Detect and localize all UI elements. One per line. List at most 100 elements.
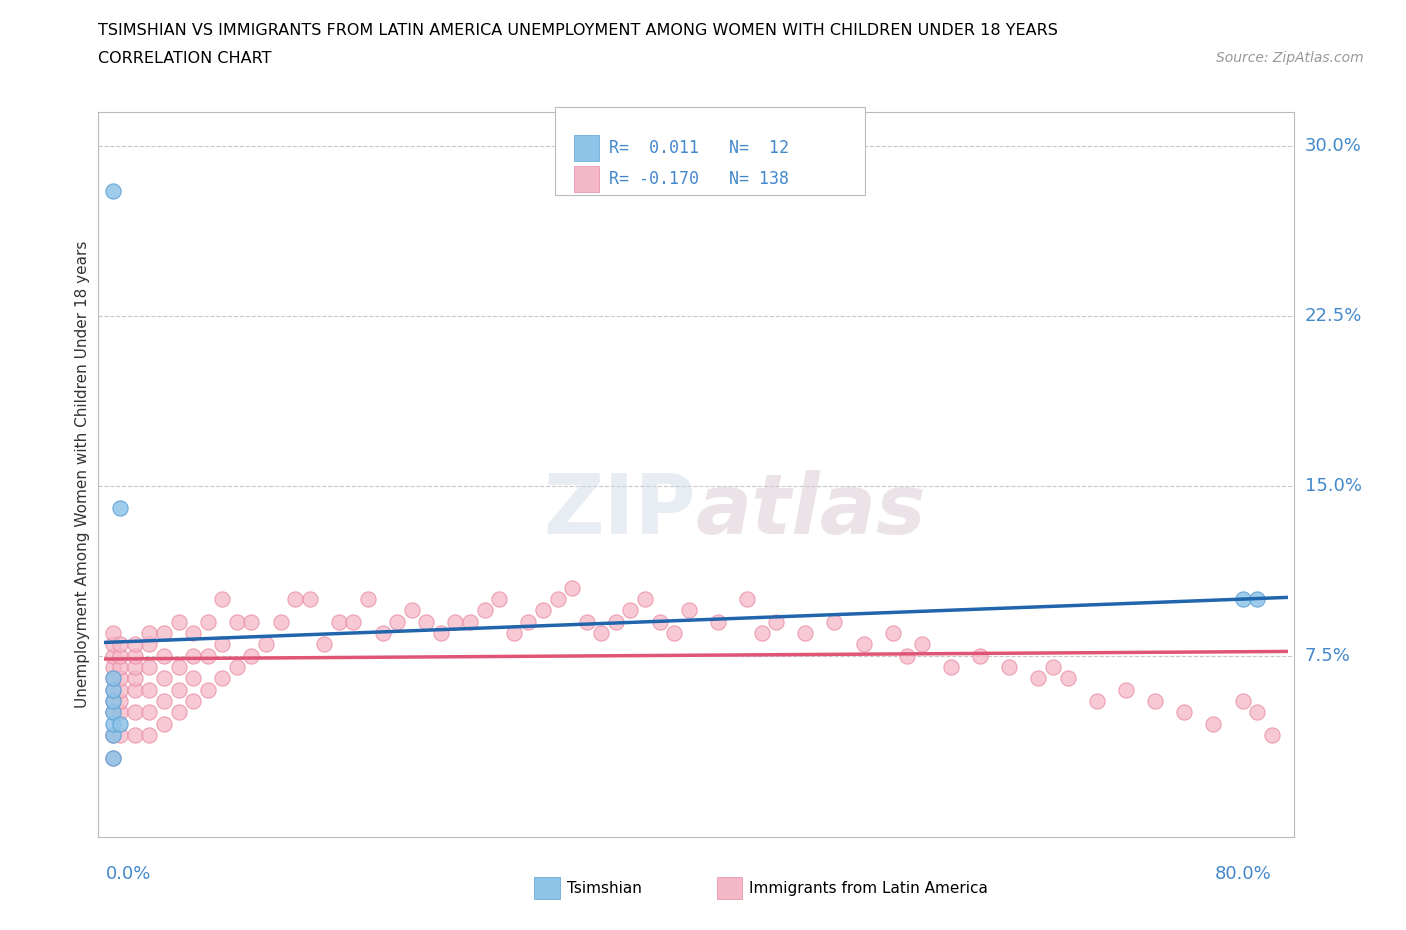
Point [101, 671, 124, 685]
Point [138, 683, 160, 698]
Point [896, 648, 918, 663]
Point [225, 659, 247, 674]
Point [547, 591, 569, 606]
Point [662, 626, 685, 641]
Point [1232, 591, 1254, 606]
Point [605, 614, 627, 629]
Point [110, 683, 132, 698]
Point [852, 637, 875, 652]
Text: 22.5%: 22.5% [1305, 307, 1362, 325]
Point [1115, 683, 1137, 698]
Point [1246, 591, 1268, 606]
Point [101, 727, 124, 742]
Text: ZIP: ZIP [544, 470, 696, 551]
Text: TSIMSHIAN VS IMMIGRANTS FROM LATIN AMERICA UNEMPLOYMENT AMONG WOMEN WITH CHILDRE: TSIMSHIAN VS IMMIGRANTS FROM LATIN AMERI… [98, 23, 1059, 38]
Point [101, 183, 124, 198]
Point [1260, 727, 1282, 742]
Y-axis label: Unemployment Among Women with Children Under 18 years: Unemployment Among Women with Children U… [75, 241, 90, 708]
Text: Source: ZipAtlas.com: Source: ZipAtlas.com [1216, 51, 1364, 65]
Point [211, 591, 233, 606]
Text: 0.0%: 0.0% [105, 865, 150, 883]
Point [254, 637, 277, 652]
Point [998, 659, 1021, 674]
Text: 80.0%: 80.0% [1215, 865, 1271, 883]
Point [211, 671, 233, 685]
Text: 7.5%: 7.5% [1305, 646, 1351, 665]
Text: CORRELATION CHART: CORRELATION CHART [98, 51, 271, 66]
Point [1144, 694, 1167, 709]
Point [124, 637, 146, 652]
Point [153, 671, 176, 685]
Point [101, 751, 124, 765]
Point [110, 637, 132, 652]
Text: 30.0%: 30.0% [1305, 137, 1361, 154]
Point [969, 648, 991, 663]
Point [1232, 694, 1254, 709]
Point [575, 614, 598, 629]
Point [531, 603, 554, 618]
Text: R= -0.170   N= 138: R= -0.170 N= 138 [609, 169, 789, 188]
Point [939, 659, 962, 674]
Point [415, 614, 437, 629]
Point [110, 648, 132, 663]
Point [444, 614, 467, 629]
Point [458, 614, 481, 629]
Point [110, 671, 132, 685]
Point [138, 727, 160, 742]
Point [124, 671, 146, 685]
Point [502, 626, 524, 641]
Point [911, 637, 934, 652]
Point [225, 614, 247, 629]
Point [167, 705, 190, 720]
Point [101, 626, 124, 641]
Point [181, 626, 204, 641]
Point [517, 614, 540, 629]
Point [110, 727, 132, 742]
Point [138, 705, 160, 720]
Point [110, 501, 132, 516]
Point [124, 683, 146, 698]
Point [1173, 705, 1195, 720]
Point [101, 683, 124, 698]
Point [823, 614, 845, 629]
Point [167, 614, 190, 629]
Point [240, 614, 263, 629]
Point [124, 727, 146, 742]
Point [1202, 716, 1225, 731]
Point [1246, 705, 1268, 720]
Point [371, 626, 394, 641]
Point [648, 614, 671, 629]
Point [153, 694, 176, 709]
Point [634, 591, 657, 606]
Point [110, 716, 132, 731]
Point [1056, 671, 1078, 685]
Point [101, 671, 124, 685]
Point [138, 637, 160, 652]
Point [488, 591, 510, 606]
Point [101, 705, 124, 720]
Point [430, 626, 453, 641]
Point [101, 705, 124, 720]
Text: 15.0%: 15.0% [1305, 477, 1361, 495]
Point [101, 694, 124, 709]
Text: Tsimshian: Tsimshian [567, 881, 641, 896]
Point [298, 591, 321, 606]
Point [101, 727, 124, 742]
Point [110, 694, 132, 709]
Point [138, 626, 160, 641]
Point [197, 683, 219, 698]
Point [124, 659, 146, 674]
Point [1042, 659, 1064, 674]
Point [240, 648, 263, 663]
Point [110, 705, 132, 720]
Point [167, 659, 190, 674]
Point [101, 648, 124, 663]
Point [181, 648, 204, 663]
Point [197, 614, 219, 629]
Text: atlas: atlas [696, 470, 927, 551]
Point [101, 694, 124, 709]
Point [270, 614, 292, 629]
Point [401, 603, 423, 618]
Point [167, 683, 190, 698]
Point [101, 751, 124, 765]
